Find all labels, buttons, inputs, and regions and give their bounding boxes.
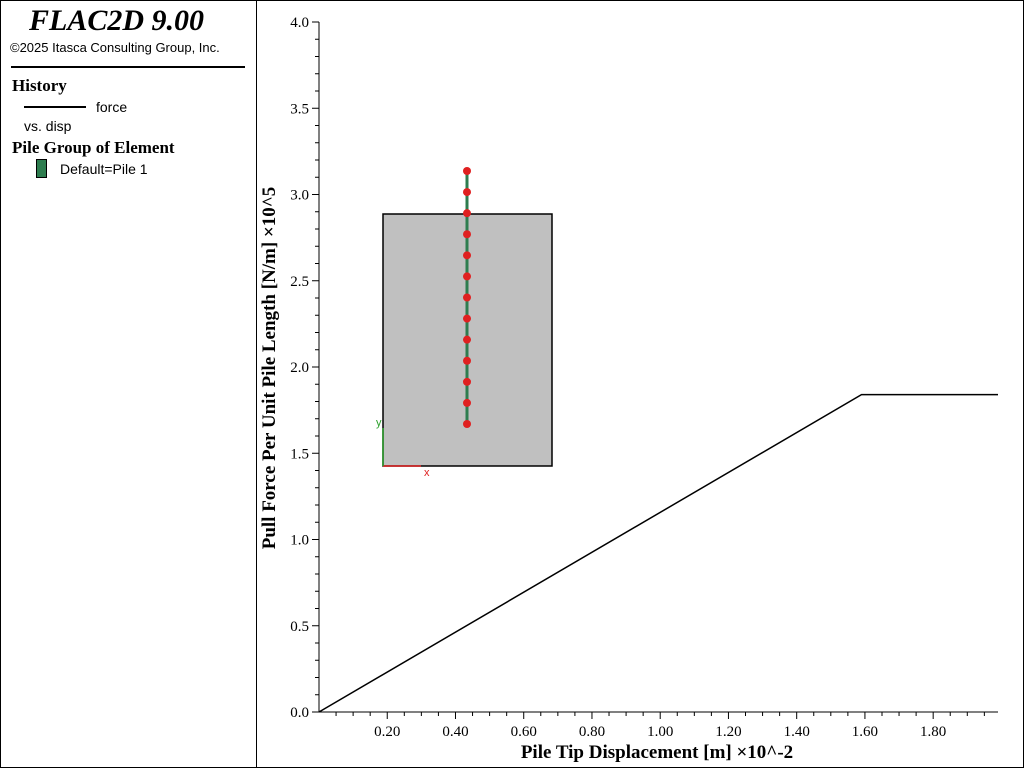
- legend-panel: FLAC2D 9.00 ©2025 Itasca Consulting Grou…: [0, 0, 256, 768]
- panel-divider: [256, 0, 257, 768]
- y-tick-label: 2.5: [290, 274, 309, 290]
- pile-node: [463, 314, 471, 323]
- axis-y-label: y: [376, 417, 382, 429]
- x-tick-label: 0.20: [374, 724, 400, 740]
- x-tick-label: 1.20: [715, 724, 741, 740]
- x-tick-label: 1.40: [784, 724, 810, 740]
- pile-node: [463, 356, 471, 365]
- y-tick-label: 2.0: [290, 360, 309, 376]
- series-line-force: [318, 393, 998, 713]
- pile-node: [463, 335, 471, 344]
- y-tick-label: 1.5: [290, 446, 309, 462]
- pile-node: [463, 420, 471, 428]
- pile-node: [463, 377, 471, 386]
- x-axis-label: Pile Tip Displacement [m] ×10^-2: [521, 742, 793, 763]
- pile-node: [463, 251, 471, 260]
- pile-node: [463, 209, 471, 218]
- y-tick-label: 0.5: [290, 619, 309, 635]
- pile-node: [463, 398, 471, 407]
- y-axis-label: Pull Force Per Unit Pile Length [N/m] ×1…: [259, 187, 280, 550]
- history-sub-label: vs. disp: [24, 118, 72, 134]
- pile-item-label: Default=Pile 1: [60, 161, 148, 177]
- pile-node: [463, 272, 471, 281]
- legend-divider: [11, 66, 245, 68]
- x-tick-label: 0.40: [442, 724, 468, 740]
- app-title: FLAC2D 9.00: [29, 4, 205, 37]
- x-tick-label: 0.80: [579, 724, 605, 740]
- x-tick-label: 1.80: [920, 724, 946, 740]
- y-tick-label: 4.0: [290, 15, 309, 31]
- history-item-label: force: [96, 99, 128, 115]
- y-tick-label: 3.0: [290, 188, 309, 204]
- axis-labels: Pile Tip Displacement [m] ×10^-2 Pull For…: [259, 187, 793, 763]
- history-line-sample: [24, 106, 86, 108]
- axis-x-label: x: [424, 467, 430, 479]
- series-layer: [318, 393, 998, 713]
- pile-node: [463, 230, 471, 239]
- pile-color-swatch: [36, 159, 47, 178]
- history-header: History: [12, 76, 67, 95]
- y-tick-label: 1.0: [290, 533, 309, 549]
- x-tick-label: 0.60: [511, 724, 537, 740]
- model-inset: xy: [376, 167, 553, 479]
- x-tick-label: 1.00: [647, 724, 673, 740]
- y-tick-label: 3.5: [290, 101, 309, 117]
- chart-axes: 0.0 0.5 1.0 1.5 2.0 2.5 3.0 3.5 4.0 0.20 0.40 0.60 0…: [290, 15, 998, 740]
- pile-node: [463, 188, 471, 197]
- pile-node: [463, 167, 471, 175]
- pile-node: [463, 293, 471, 302]
- pile-group-header: Pile Group of Element: [12, 138, 175, 157]
- copyright-text: ©2025 Itasca Consulting Group, Inc.: [10, 40, 220, 55]
- y-tick-label: 0.0: [290, 705, 309, 721]
- x-tick-label: 1.60: [852, 724, 878, 740]
